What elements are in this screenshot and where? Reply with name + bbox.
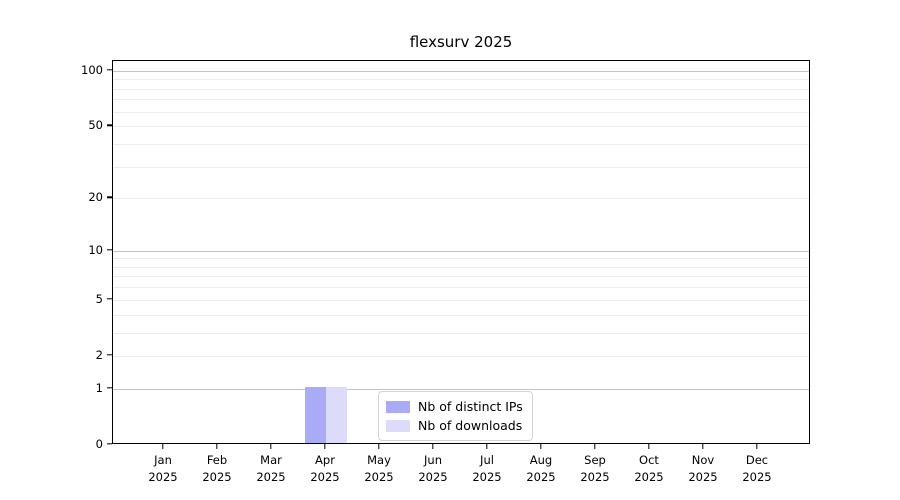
x-tick-label-nov: Nov 2025: [688, 453, 718, 484]
y-tick-label-1: 1: [95, 380, 103, 395]
gridline-80: [113, 88, 809, 90]
gridline-70: [113, 99, 809, 101]
y-tick-label-100: 100: [81, 62, 103, 77]
plot-area: [112, 60, 810, 444]
gridline-5: [113, 299, 809, 301]
x-tick-label-oct: Oct 2025: [634, 453, 664, 484]
y-tick-label-0: 0: [95, 437, 103, 451]
y-tick-mark-100: [107, 69, 112, 71]
x-tick-label-jun: Jun 2025: [418, 453, 448, 484]
legend-label: Nb of distinct IPs: [418, 399, 523, 414]
gridline-30: [113, 166, 809, 168]
y-tick-mark-20: [107, 196, 112, 198]
legend: Nb of distinct IPs Nb of downloads: [378, 391, 533, 441]
x-tick-mark-dec: [756, 444, 758, 449]
x-tick-label-mar: Mar 2025: [256, 453, 286, 484]
y-tick-mark-0: [107, 443, 112, 445]
x-tick-label-dec: Dec 2025: [742, 453, 772, 484]
legend-swatch-icon: [386, 419, 410, 432]
gridline-1: [113, 388, 809, 390]
gridline-2: [113, 355, 809, 357]
gridline-10: [113, 250, 809, 252]
gridline-60: [113, 111, 809, 113]
legend-entry-1: Nb of downloads: [386, 416, 523, 435]
gridline-7: [113, 276, 809, 278]
legend-entry-0: Nb of distinct IPs: [386, 397, 523, 416]
y-tick-label-5: 5: [95, 291, 103, 306]
x-tick-label-feb: Feb 2025: [202, 453, 232, 484]
x-tick-mark-jan: [162, 444, 164, 449]
gridline-50: [113, 126, 809, 128]
x-tick-label-aug: Aug 2025: [526, 453, 556, 484]
x-tick-mark-jul: [486, 444, 488, 449]
gridline-3: [113, 332, 809, 334]
gridline-8: [113, 266, 809, 268]
chart-title: flexsurv 2025: [409, 33, 513, 51]
x-tick-mark-oct: [648, 444, 650, 449]
x-tick-mark-sep: [594, 444, 596, 449]
x-tick-mark-apr: [324, 444, 326, 449]
y-tick-label-2: 2: [95, 347, 103, 362]
x-tick-mark-aug: [540, 444, 542, 449]
x-tick-mark-mar: [270, 444, 272, 449]
y-tick-mark-2: [107, 354, 112, 356]
bar-apr-series-1: [326, 386, 347, 443]
x-tick-label-jul: Jul 2025: [472, 453, 502, 484]
legend-label: Nb of downloads: [418, 418, 523, 433]
x-tick-mark-feb: [216, 444, 218, 449]
x-tick-label-apr: Apr 2025: [310, 453, 340, 484]
y-tick-mark-5: [107, 297, 112, 300]
x-tick-label-sep: Sep 2025: [580, 453, 610, 484]
x-tick-label-may: May 2025: [364, 453, 394, 484]
y-tick-label-50: 50: [88, 118, 103, 133]
gridline-9: [113, 258, 809, 260]
y-tick-label-10: 10: [88, 242, 103, 257]
legend-swatch-icon: [386, 400, 410, 413]
y-tick-mark-50: [107, 124, 112, 126]
x-tick-label-jan: Jan 2025: [148, 453, 178, 484]
gridline-20: [113, 198, 809, 200]
y-tick-label-20: 20: [88, 190, 103, 205]
x-tick-mark-jun: [432, 444, 434, 449]
gridline-4: [113, 314, 809, 316]
y-tick-mark-1: [107, 387, 112, 389]
gridline-90: [113, 79, 809, 81]
bar-apr-series-0: [305, 386, 326, 443]
y-tick-mark-10: [107, 248, 112, 251]
x-tick-mark-may: [378, 444, 380, 449]
gridline-6: [113, 287, 809, 289]
gridline-100: [113, 70, 809, 72]
gridline-40: [113, 143, 809, 145]
x-tick-mark-nov: [702, 444, 704, 449]
